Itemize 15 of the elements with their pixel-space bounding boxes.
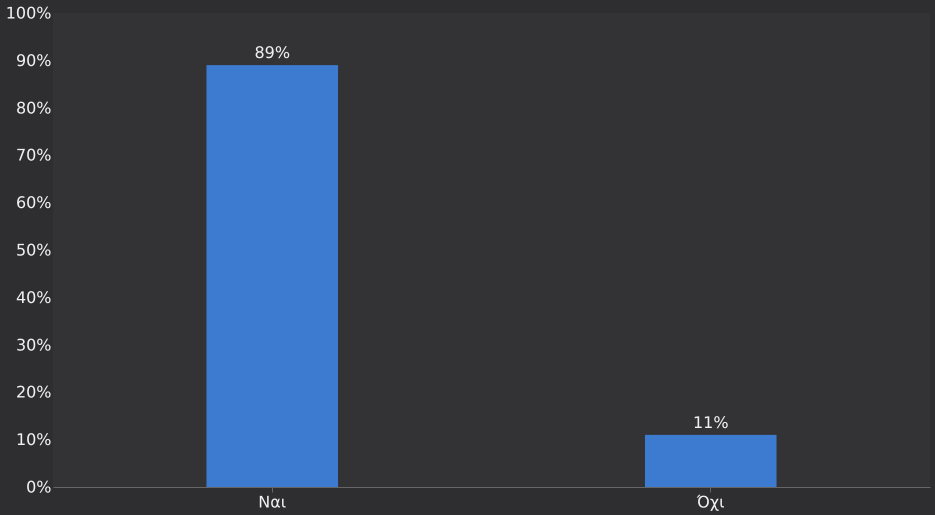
y-tick-label: 10%: [16, 430, 52, 450]
data-label: 89%: [254, 43, 290, 62]
y-tick-label: 90%: [16, 50, 52, 70]
y-tick-label: 30%: [16, 335, 52, 354]
x-tick-label: Όχι: [696, 492, 725, 512]
data-label: 11%: [692, 412, 729, 432]
y-tick-label: 70%: [16, 146, 52, 165]
y-tick-label: 20%: [16, 382, 52, 402]
y-tick-label: 80%: [16, 98, 52, 118]
y-tick-label: 0%: [26, 478, 52, 496]
y-tick-label: 60%: [16, 193, 52, 212]
x-tick-label: Ναι: [258, 492, 286, 512]
y-tick-label: 40%: [16, 288, 52, 307]
y-tick-label: 50%: [16, 240, 52, 260]
y-tick-label: 100%: [6, 4, 52, 22]
